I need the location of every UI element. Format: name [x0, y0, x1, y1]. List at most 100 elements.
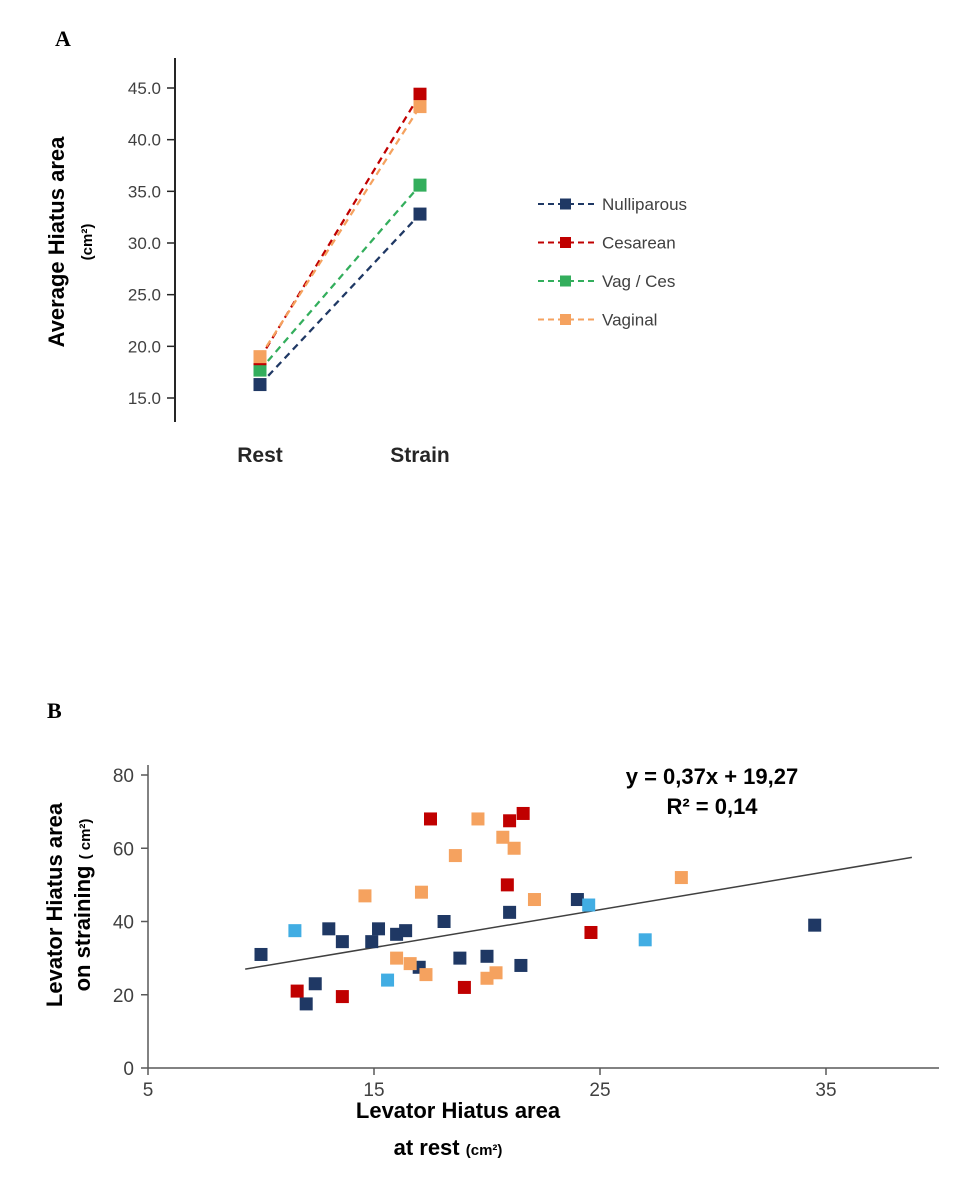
data-point-marker — [638, 933, 652, 947]
y-tick-label: 0 — [123, 1059, 134, 1080]
y-tick-label: 20 — [113, 986, 134, 1007]
y-axis-title-units: (cm²) — [79, 224, 96, 261]
data-point-marker — [381, 973, 395, 987]
legend-label: Nulliparous — [602, 195, 687, 214]
y-tick-label: 40.0 — [128, 131, 161, 150]
y-tick-label: 40 — [113, 913, 134, 934]
x-tick-label: 25 — [589, 1080, 610, 1101]
x-tick-label: 35 — [815, 1080, 836, 1101]
y-tick-label: 30.0 — [128, 234, 161, 253]
series-vaginal — [253, 100, 427, 364]
data-point-marker — [437, 915, 451, 928]
y-axis-title-line2: on straining ( cm²) — [70, 819, 95, 992]
x-axis-title-line2: at rest (cm²) — [394, 1135, 503, 1160]
legend-label: Cesarean — [602, 234, 676, 253]
series-cesarean — [253, 87, 427, 366]
data-point-marker — [448, 849, 462, 863]
y-axis-title-line1: Levator Hiatus area — [42, 802, 67, 1007]
series-vag-ces — [253, 178, 427, 377]
scatter-series-red — [290, 806, 598, 1004]
scatter-series-light-blue — [288, 898, 652, 987]
regression-equation: y = 0,37x + 19,27 — [626, 764, 799, 789]
y-tick-label: 20.0 — [128, 337, 161, 356]
y-tick-label: 25.0 — [128, 286, 161, 305]
legend-label: Vag / Ces — [602, 272, 675, 291]
data-point-marker — [507, 841, 521, 855]
data-point-marker — [372, 922, 386, 936]
data-point-marker — [419, 968, 433, 982]
y-tick-label: 15.0 — [128, 389, 161, 408]
legend-item-vaginal: Vaginal — [538, 311, 657, 330]
data-point-marker — [335, 935, 349, 949]
data-point-marker — [503, 814, 517, 828]
data-point-marker — [674, 871, 688, 885]
legend-marker — [560, 198, 571, 210]
legend-marker — [560, 237, 571, 248]
data-point-marker — [584, 925, 598, 939]
series-nulliparous — [253, 207, 427, 392]
data-point-marker — [322, 922, 336, 936]
legend-marker — [560, 314, 571, 325]
data-point-marker — [335, 990, 349, 1004]
data-point-marker — [413, 178, 427, 192]
legend-item-vag-ces: Vag / Ces — [538, 272, 675, 291]
x-tick-label: 15 — [363, 1080, 384, 1101]
series-line — [259, 213, 421, 386]
data-point-marker — [527, 893, 541, 907]
data-point-marker — [253, 363, 267, 377]
data-point-marker — [489, 966, 503, 980]
data-point-marker — [308, 977, 322, 991]
chart-a-line-chart: 15.0 20.0 25.0 30.0 35.0 40.0 45.0 Rest Strain Av… — [44, 58, 687, 467]
y-tick-label: 60 — [113, 839, 134, 860]
y-tick-label: 80 — [113, 766, 134, 787]
data-point-marker — [365, 935, 379, 949]
data-point-marker — [288, 924, 302, 938]
panel-b-label: B — [47, 698, 62, 723]
legend-label: Vaginal — [602, 311, 657, 330]
data-point-marker — [290, 984, 304, 998]
data-point-marker — [582, 898, 596, 912]
x-tick-label: 5 — [143, 1080, 154, 1101]
data-point-marker — [413, 87, 427, 101]
y-axis-title: Average Hiatus area — [44, 136, 69, 348]
r-squared-value: R² = 0,14 — [666, 794, 758, 819]
data-point-marker — [808, 918, 822, 932]
series-line — [259, 93, 421, 360]
data-point-marker — [299, 997, 313, 1011]
data-point-marker — [570, 893, 584, 907]
data-point-marker — [496, 830, 510, 844]
series-line — [259, 184, 421, 371]
scatter-series-dark-blue — [254, 893, 822, 1011]
y-tick-label: 35.0 — [128, 182, 161, 201]
x-category-label-strain: Strain — [390, 444, 450, 467]
data-point-marker — [254, 947, 268, 961]
data-point-marker — [414, 885, 428, 899]
data-point-marker — [403, 957, 417, 971]
data-point-marker — [453, 951, 467, 965]
data-point-marker — [358, 889, 372, 903]
trendline — [245, 856, 913, 970]
y-tick-label: 45.0 — [128, 79, 161, 98]
data-point-marker — [399, 924, 413, 938]
legend-item-cesarean: Cesarean — [538, 234, 676, 253]
data-point-marker — [516, 806, 530, 820]
scatter-series-orange — [358, 812, 688, 985]
data-point-marker — [514, 958, 528, 972]
panel-a-label: A — [55, 26, 71, 51]
series-line — [259, 105, 421, 358]
x-axis-title-line1: Levator Hiatus area — [356, 1098, 561, 1123]
data-point-marker — [471, 812, 485, 826]
legend-marker — [560, 275, 571, 287]
data-point-marker — [503, 905, 517, 919]
data-point-marker — [480, 949, 494, 963]
data-point-marker — [413, 100, 427, 114]
data-point-marker — [424, 812, 437, 826]
legend-item-nulliparous: Nulliparous — [538, 195, 687, 214]
data-point-marker — [253, 378, 267, 392]
data-point-marker — [253, 350, 267, 364]
x-category-label-rest: Rest — [237, 444, 283, 467]
data-point-marker — [500, 878, 514, 892]
data-point-marker — [457, 980, 471, 994]
